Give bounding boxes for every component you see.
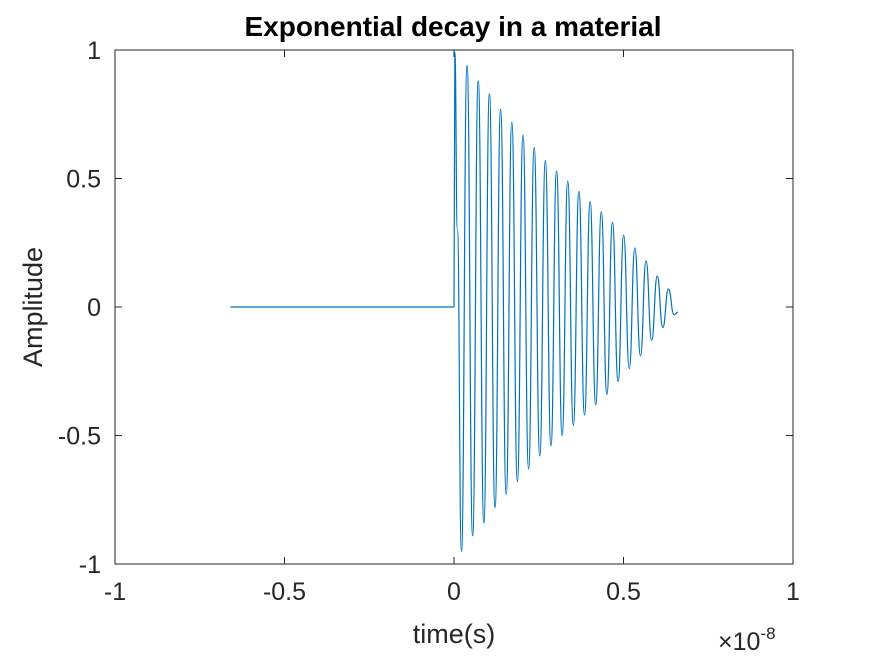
x-axis-exponent-base: ×10: [718, 628, 760, 656]
chart-title: Exponential decay in a material: [244, 11, 661, 42]
y-axis-label: Amplitude: [18, 247, 48, 367]
x-tick-label: 0: [447, 578, 461, 606]
series-line-0: [230, 51, 678, 552]
x-axis-ticks: [114, 50, 794, 564]
x-tick-label: -1: [104, 578, 126, 606]
x-axis-exponent: ×10-8: [718, 624, 776, 656]
series-layer: [230, 51, 678, 552]
svg-text:×10-8: ×10-8: [718, 624, 776, 656]
x-axis-tick-labels: -1 -0.5 0 0.5 1: [104, 578, 800, 606]
y-tick-label: 0: [87, 294, 101, 322]
x-axis-exponent-power: -8: [760, 624, 775, 643]
y-axis-tick-labels: -1 -0.5 0 0.5 1: [58, 37, 101, 579]
y-tick-label: 1: [87, 37, 101, 65]
y-tick-label: 0.5: [66, 166, 101, 194]
x-axis-label: time(s): [413, 619, 496, 649]
y-axis-ticks: [115, 49, 793, 565]
x-tick-label: 1: [786, 578, 800, 606]
x-tick-label: -0.5: [263, 578, 306, 606]
x-tick-label: 0.5: [606, 578, 641, 606]
y-tick-label: -1: [79, 551, 101, 579]
y-tick-label: -0.5: [58, 423, 101, 451]
